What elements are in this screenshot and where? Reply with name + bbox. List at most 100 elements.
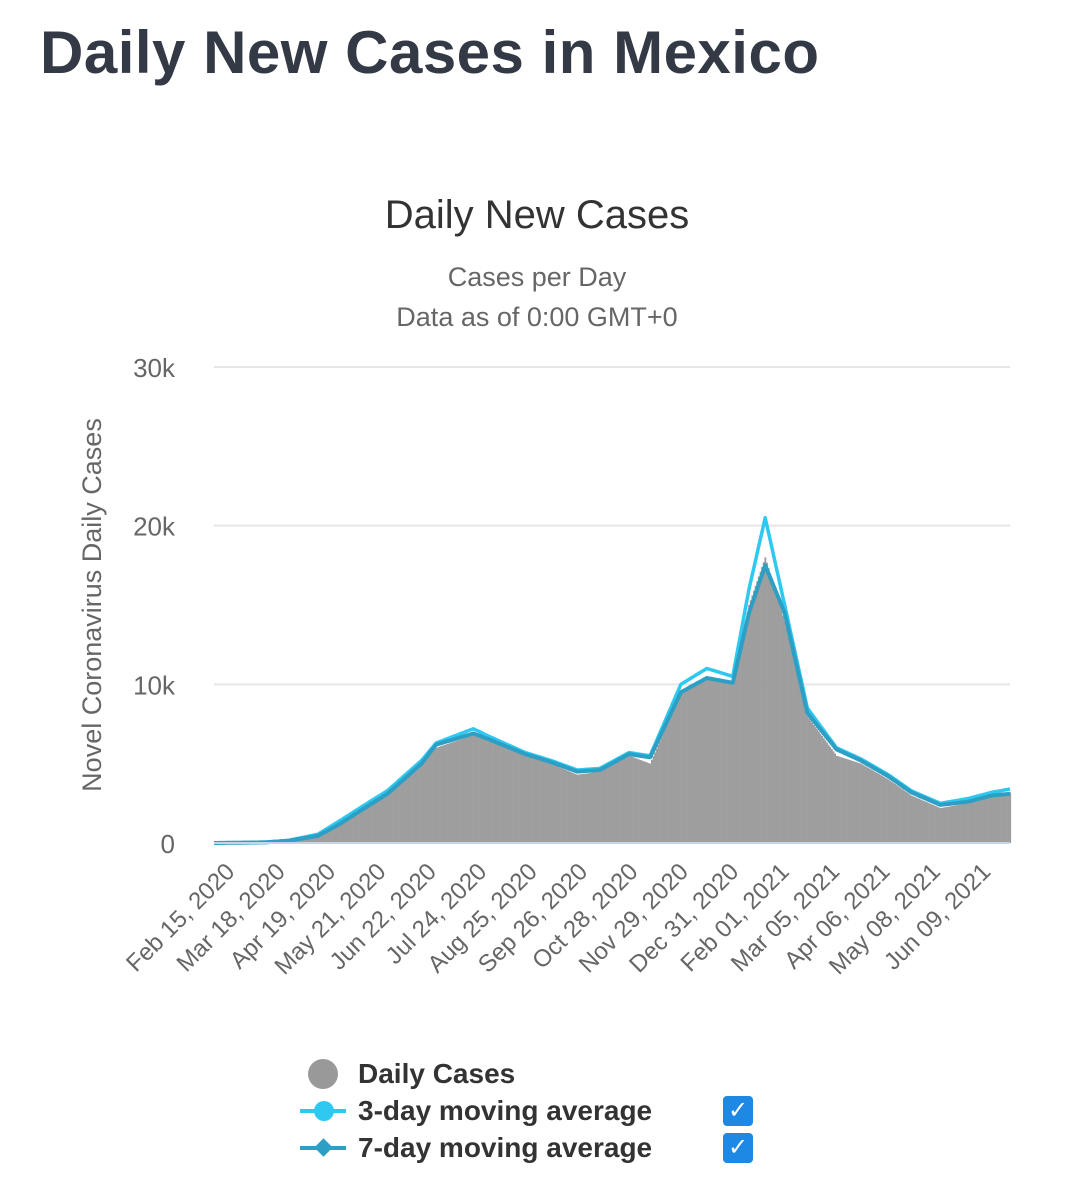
grid-layer <box>214 366 1010 686</box>
daily-cases-bar <box>983 798 986 843</box>
daily-cases-bar <box>375 800 378 843</box>
daily-cases-bar <box>649 763 652 843</box>
daily-cases-bar <box>937 807 940 843</box>
daily-cases-bar <box>874 772 877 843</box>
daily-cases-bar <box>389 792 392 843</box>
daily-cases-bar <box>373 801 376 843</box>
daily-cases-bar <box>579 774 582 843</box>
daily-cases-bar <box>816 729 819 843</box>
daily-cases-bar <box>594 772 597 843</box>
daily-cases-bar <box>962 804 965 843</box>
daily-cases-bar <box>997 794 1000 843</box>
daily-cases-bar <box>873 771 875 843</box>
daily-cases-bar <box>957 805 960 843</box>
daily-cases-bar <box>495 743 498 843</box>
daily-cases-bar <box>385 796 387 843</box>
legend-item-3-day-average[interactable]: 3-day moving average ✓ <box>300 1092 780 1129</box>
daily-cases-bar <box>652 756 655 843</box>
daily-cases-bar <box>603 768 606 843</box>
daily-cases-bar <box>650 759 653 843</box>
daily-cases-bar <box>675 703 678 843</box>
daily-cases-bar <box>363 806 366 843</box>
daily-cases-bar <box>709 677 712 843</box>
daily-cases-bar <box>347 816 350 843</box>
daily-cases-bar <box>307 836 310 843</box>
daily-cases-bar <box>667 722 670 843</box>
daily-cases-bar <box>480 738 483 843</box>
daily-cases-bar <box>715 679 718 843</box>
legend-item-7-day-average[interactable]: 7-day moving average ✓ <box>300 1129 780 1166</box>
daily-cases-bar <box>406 777 409 843</box>
daily-cases-bar <box>814 727 817 843</box>
daily-cases-bar <box>545 762 548 843</box>
daily-cases-bar <box>744 620 747 843</box>
daily-cases-bar <box>936 806 939 843</box>
daily-cases-bar <box>731 684 734 843</box>
daily-cases-bar <box>477 736 480 843</box>
daily-cases-bar <box>748 605 751 843</box>
daily-cases-bar <box>793 661 796 843</box>
daily-cases-bar <box>869 769 872 843</box>
daily-cases-bar <box>521 754 524 843</box>
daily-cases-bar <box>647 763 650 843</box>
daily-cases-bar <box>430 753 433 843</box>
daily-cases-bar <box>610 765 613 843</box>
gray-dot-icon <box>300 1058 350 1089</box>
daily-cases-bar <box>454 741 457 843</box>
daily-cases-bar <box>947 806 950 843</box>
daily-cases-bar <box>1004 793 1007 843</box>
seven-day-average-line <box>213 563 1011 845</box>
daily-cases-bar <box>911 796 914 843</box>
daily-cases-bar <box>720 680 723 843</box>
daily-cases-bar <box>791 654 794 843</box>
daily-cases-bar <box>952 805 955 843</box>
daily-cases-bar <box>440 746 443 843</box>
daily-cases-bar <box>453 741 456 843</box>
daily-cases-bar <box>412 771 415 843</box>
daily-cases-bar <box>303 837 306 843</box>
daily-cases-bar <box>759 571 762 843</box>
daily-cases-bar <box>597 771 600 843</box>
daily-cases-bar <box>553 765 556 843</box>
daily-cases-bar <box>830 749 833 843</box>
daily-cases-bar <box>459 739 462 843</box>
daily-cases-bar <box>905 792 908 843</box>
daily-cases-bars <box>214 557 1012 843</box>
daily-cases-bar <box>1005 792 1008 843</box>
daily-cases-bar <box>590 772 593 843</box>
daily-cases-bar <box>517 753 520 843</box>
daily-cases-bar <box>402 780 405 843</box>
checkbox-3-day-average[interactable]: ✓ <box>723 1096 753 1126</box>
legend-item-daily-cases[interactable]: Daily Cases <box>300 1055 780 1092</box>
daily-cases-bar <box>456 740 459 843</box>
daily-cases-bar <box>725 682 728 843</box>
daily-cases-bar <box>840 757 843 843</box>
daily-cases-bar <box>475 736 478 843</box>
daily-cases-bar <box>620 760 623 843</box>
chart-subtitle-data-time: Data as of 0:00 GMT+0 <box>396 302 678 332</box>
daily-cases-bar <box>422 761 425 843</box>
daily-cases-bar <box>659 741 661 843</box>
daily-cases-bar <box>584 773 587 843</box>
daily-cases-bar <box>599 771 601 843</box>
daily-cases-bar <box>563 769 566 843</box>
daily-cases-bar <box>855 762 858 843</box>
chart-subtitle-units: Cases per Day <box>447 262 627 292</box>
daily-cases-bar <box>535 759 538 843</box>
daily-cases-bar <box>924 801 927 843</box>
daily-cases-bar <box>569 771 572 843</box>
daily-cases-bar <box>605 768 608 843</box>
daily-cases-bar <box>996 794 999 843</box>
daily-cases-bar <box>842 757 845 843</box>
daily-cases-bar <box>571 772 574 843</box>
checkbox-7-day-average[interactable]: ✓ <box>723 1133 753 1163</box>
daily-cases-bar <box>490 741 493 843</box>
daily-cases-bar <box>441 745 444 843</box>
daily-cases-bar <box>963 803 966 843</box>
daily-cases-bar <box>707 676 710 843</box>
daily-cases-bar <box>900 788 903 843</box>
page-title: Daily New Cases in Mexico <box>40 19 820 86</box>
daily-cases-bar <box>879 774 882 843</box>
daily-cases-bar <box>370 802 373 843</box>
